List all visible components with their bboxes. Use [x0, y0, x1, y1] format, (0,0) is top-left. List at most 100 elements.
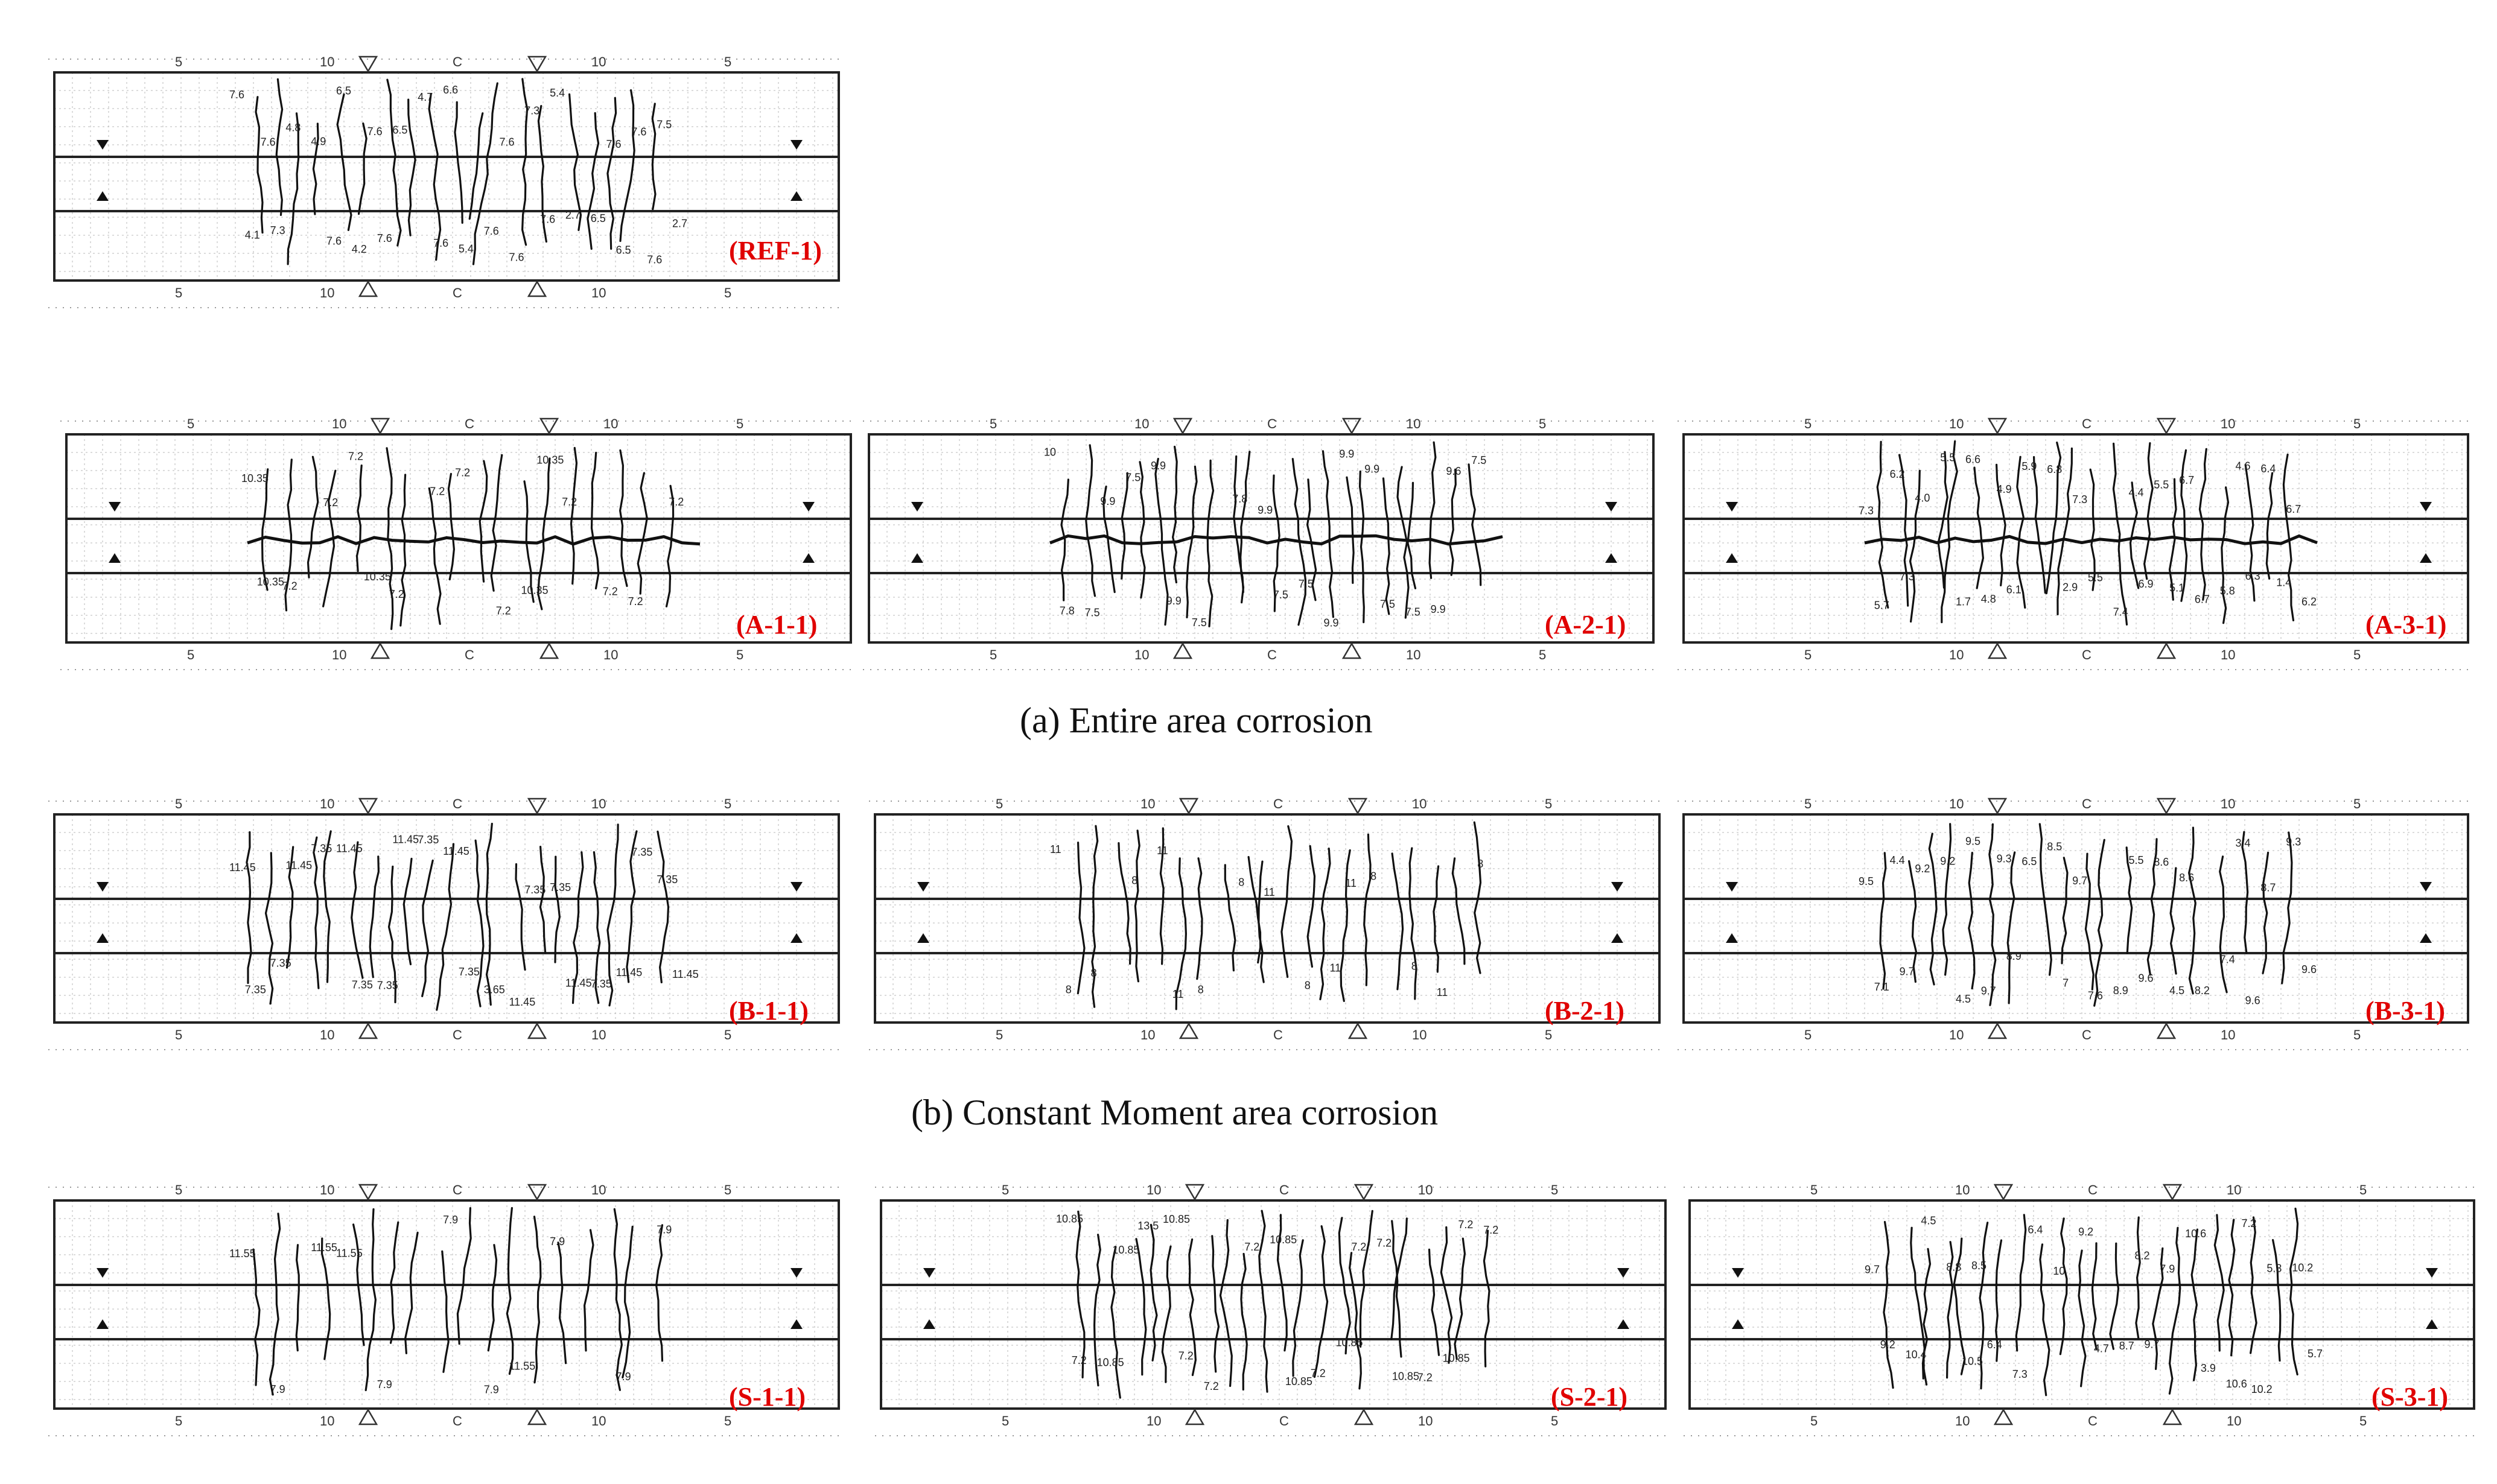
- crack-value-label: 7.35: [377, 980, 398, 992]
- ruler-label-top: C: [453, 796, 462, 811]
- load-point-marker: [2162, 1184, 2183, 1201]
- load-point-marker: [358, 280, 378, 297]
- support-marker: [97, 191, 109, 201]
- crack-value-label: 10.85: [1392, 1371, 1419, 1383]
- load-point-marker: [1353, 1408, 1374, 1425]
- support-marker: [790, 1319, 803, 1329]
- crack-value-label: 7.2: [1311, 1368, 1326, 1380]
- crack-value-label: 7.5: [1085, 607, 1100, 619]
- load-point-marker: [1987, 1022, 2008, 1039]
- crack-value-label: 9.2: [2078, 1226, 2093, 1238]
- crack-value-label: 6.6: [1965, 453, 1980, 465]
- crack-value-label: 6.6: [443, 84, 458, 96]
- crack-value-label: 10.4: [1906, 1348, 1927, 1360]
- ruler-label-bottom: 10: [1955, 1413, 1970, 1429]
- ruler-label-top: 10: [320, 796, 334, 811]
- support-marker: [1732, 1319, 1744, 1329]
- crack-value-label: 7.6: [367, 125, 383, 138]
- crack-value-label: 6.5: [591, 212, 606, 224]
- ruler-label-bottom: 5: [2353, 647, 2361, 662]
- crack-value-label: 7.9: [616, 1371, 631, 1383]
- crack-value-label: 10.85: [1163, 1213, 1190, 1225]
- ruler-label-top: 10: [591, 54, 606, 69]
- beam-diagram: 5 10 C 10 5 5 10 C 10 5 7.3 6.9 6.6 6.3 7.3 7.3 6.7 6.1 6.…: [1678, 416, 2474, 670]
- panel-s-2-1: 5 10 C 10 5 5 10 C 10 5 10.85 10.85 10.85 10.85 10.85 1…: [875, 1182, 1672, 1448]
- crack-value-label: 9.7: [2072, 875, 2087, 887]
- crack-value-label: 6.2: [1890, 468, 1905, 480]
- ruler-label-top: 10: [1955, 1182, 1970, 1197]
- ruler-label-top: 10: [1147, 1182, 1161, 1197]
- ruler-label-top: 5: [2353, 796, 2361, 811]
- panel-s-1-1: 5 10 C 10 5 5 10 C 10 5 11.55 11.55 11.55 7.9 7.9 7.9 7.…: [48, 1182, 845, 1448]
- panel-ref-1: 5 10 C 10 5 5 10 C 10 5 7.6 7.6 6.5 6.5 6.6 7.3 5.4 7.6 7.…: [48, 54, 845, 320]
- support-marker: [1726, 933, 1738, 943]
- crack-value-label: 4.9: [311, 135, 326, 147]
- crack-lines: [1077, 821, 1482, 1010]
- crack-value-label: 5.5: [2129, 854, 2144, 866]
- panel-b-3-1: 5 10 C 10 5 5 10 C 10 5 9.5 9.6 9.5 9.6 9.7 9.7 8.6 8.9 9.…: [1678, 796, 2474, 1062]
- crack-value-label: 10.6: [2226, 1378, 2247, 1390]
- crack-value-label: 7.5: [1405, 606, 1420, 618]
- support-marker: [1611, 882, 1623, 892]
- crack-value-label: 10.2: [2251, 1383, 2273, 1395]
- support-marker: [1611, 933, 1623, 943]
- crack-value-label: 7.35: [311, 843, 332, 855]
- crack-value-label: 1.7: [1956, 596, 1971, 608]
- ruler-label-top: 5: [175, 54, 182, 69]
- ruler-label-top: 10: [2221, 796, 2235, 811]
- ruler-label-bottom: C: [2088, 1413, 2098, 1429]
- crack-value-label: 5.5: [2154, 478, 2169, 490]
- ruler-label-bottom: 5: [990, 647, 997, 662]
- panel-a-3-1: 5 10 C 10 5 5 10 C 10 5 7.3 6.9 6.6 6.3 7.3 7.3 6.7 6.1 6.…: [1678, 416, 2474, 682]
- caption-b: (b) Constant Moment area corrosion: [911, 1092, 1439, 1132]
- load-point-marker: [1185, 1184, 1205, 1201]
- longitudinal-crack: [1864, 534, 2318, 545]
- ruler-label-top: 10: [2227, 1182, 2241, 1197]
- crack-value-label: 7.35: [352, 979, 373, 991]
- crack-value-label: 8: [1131, 875, 1137, 887]
- crack-value-label: 6.7: [2179, 474, 2194, 486]
- load-point-marker: [1185, 1408, 1205, 1425]
- beam-outline: [874, 813, 1661, 1024]
- panel-b-1-1: 5 10 C 10 5 5 10 C 10 5 11.45 11.45 11.45 11.45 11.45 7…: [48, 796, 845, 1062]
- crack-value-label: 8: [1091, 967, 1097, 979]
- ruler-label-bottom: 5: [996, 1027, 1003, 1042]
- crack-value-label: 6.5: [392, 124, 407, 136]
- crack-value-label: 6.4: [1987, 1339, 2002, 1351]
- beam-diagram: 5 10 C 10 5 5 10 C 10 5 9.7 9.7 8.5 10.2 9.2 10.4 10.6 7.…: [1684, 1182, 2480, 1436]
- load-point-marker: [1987, 642, 2008, 659]
- support-marker: [923, 1268, 935, 1278]
- crack-value-label: 9.9: [1151, 460, 1166, 472]
- ruler-label-bottom: C: [453, 1413, 462, 1429]
- crack-value-label: 7.35: [550, 881, 571, 893]
- crack-value-label: 7.6: [261, 136, 276, 148]
- beam-outline: [1682, 813, 2469, 1024]
- crack-value-label: 9.2: [1880, 1339, 1895, 1351]
- crack-value-label: 7.5: [1192, 617, 1207, 629]
- crack-value-label: 5.1: [2169, 582, 2184, 594]
- ruler-label-bottom: 10: [1412, 1027, 1427, 1042]
- crack-value-label: 6.5: [616, 244, 631, 256]
- crack-value-label: 7.3: [1859, 505, 1874, 517]
- crack-value-label: 8: [1198, 984, 1204, 996]
- crack-value-label: 10.85: [1285, 1375, 1312, 1387]
- crack-value-label: 9.6: [1446, 465, 1461, 477]
- ruler-label-bottom: 10: [2221, 1027, 2235, 1042]
- crack-value-label: 7.5: [1380, 598, 1395, 610]
- ruler-label-bottom: 5: [736, 647, 743, 662]
- support-marker: [97, 1268, 109, 1278]
- ruler-label-top: C: [2082, 796, 2091, 811]
- ruler-label-top: 10: [2221, 416, 2235, 431]
- support-marker: [803, 502, 815, 512]
- ruler-label-top: 5: [175, 796, 182, 811]
- panel-s-3-1: 5 10 C 10 5 5 10 C 10 5 9.7 9.7 8.5 10.2 9.2 10.4 10.6 7.…: [1684, 1182, 2480, 1448]
- ruler-label-bottom: 5: [1002, 1413, 1009, 1429]
- grid: [875, 814, 1659, 1023]
- crack-value-label: 6.7: [2286, 503, 2301, 515]
- crack-value-label: 4.1: [245, 229, 260, 241]
- crack-value-label: 7.9: [443, 1214, 458, 1226]
- panel-label: (A-1-1): [736, 610, 818, 639]
- longitudinal-crack: [247, 535, 701, 546]
- ruler-label-bottom: 10: [2221, 647, 2235, 662]
- support-marker: [911, 502, 923, 512]
